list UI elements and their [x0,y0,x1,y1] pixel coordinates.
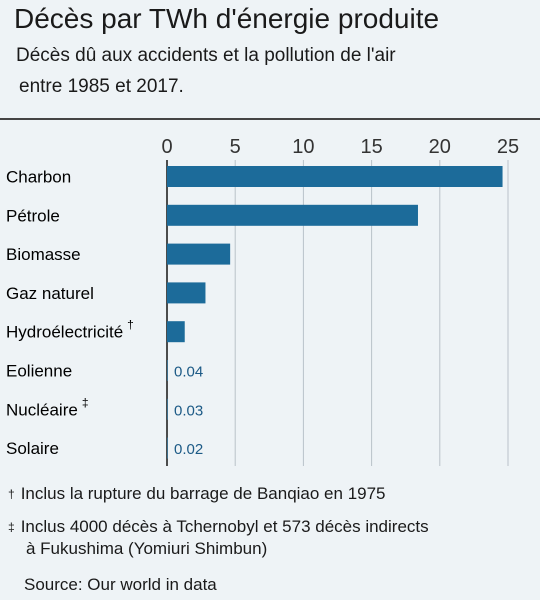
category-mark-nucleaire: ‡ [82,395,89,409]
subtitle-line-1: Décès dû aux accidents et la pollution d… [16,45,396,66]
bar-charbon [167,166,503,187]
tick-label-25: 25 [497,136,519,158]
tick-label-10: 10 [292,136,314,158]
category-mark-hydroelectricite: † [127,318,134,332]
footnote-double-dagger-text-1: Inclus 4000 décès à Tchernobyl et 573 dé… [20,517,429,536]
bar-biomasse [167,243,231,265]
value-label-nucleaire: 0.03 [174,402,203,419]
category-label-biomasse: Biomasse [6,245,81,264]
subtitle-line-2: entre 1985 et 2017. [19,76,184,97]
footnote-double-dagger: ‡ Inclus 4000 décès à Tchernobyl et 573 d… [8,516,429,560]
footnote-dagger: † Inclus la rupture du barrage de Banqiao… [8,483,386,505]
category-label-gaz-naturel: Gaz naturel [6,284,94,303]
bar-petrole [167,204,418,226]
category-label-charbon: Charbon [6,168,71,187]
value-label-solaire: 0.02 [174,441,203,458]
tick-label-20: 20 [429,136,451,158]
footnote-double-dagger-text-2: à Fukushima (Yomiuri Shimbun) [26,539,268,558]
bar-solaire [167,437,168,459]
category-label-nucleaire: Nucléaire [6,400,78,419]
bar-chart: 0 5 10 15 20 25 Charbon Pétrole Biomasse Gaz natu… [6,136,519,466]
footnote-dagger-mark: † [8,487,15,501]
footnote-double-dagger-mark: ‡ [8,520,15,534]
tick-label-15: 15 [360,136,382,158]
value-label-eolienne: 0.04 [174,364,203,381]
tick-label-0: 0 [161,136,172,158]
footnote-dagger-text: Inclus la rupture du barrage de Banqiao … [20,484,386,503]
bar-gaz-naturel [167,282,206,304]
category-label-petrole: Pétrole [6,206,60,225]
bar-nucleaire [167,398,168,420]
tick-label-5: 5 [230,136,241,158]
category-label-eolienne: Eolienne [6,362,72,381]
source-note: Source: Our world in data [24,575,217,594]
chart-title: Décès par TWh d'énergie produite [14,3,440,34]
bar-hydroelectricite [167,321,185,343]
title-divider [0,118,540,120]
bar-eolienne [167,360,168,381]
category-label-solaire: Solaire [6,439,59,458]
category-label-hydroelectricite: Hydroélectricité [6,323,123,342]
chart-subtitle: Décès dû aux accidents et la pollution d… [16,40,526,102]
